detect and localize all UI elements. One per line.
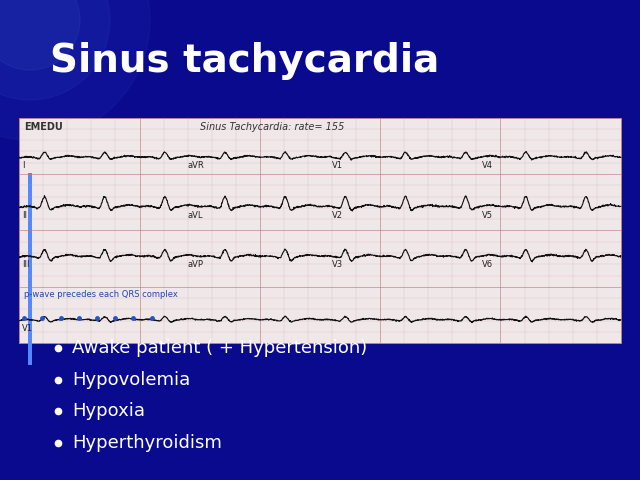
Text: V2: V2 <box>332 211 343 220</box>
Text: EMEDU: EMEDU <box>24 121 63 132</box>
Text: Hypovolemia: Hypovolemia <box>72 371 190 389</box>
Bar <box>28 173 32 365</box>
Text: V4: V4 <box>483 161 493 170</box>
Text: V1: V1 <box>22 324 33 333</box>
Text: III: III <box>22 261 29 269</box>
Bar <box>19 118 621 343</box>
Text: aVL: aVL <box>188 211 203 220</box>
Text: I: I <box>22 161 25 170</box>
Text: V3: V3 <box>332 261 343 269</box>
Text: p-wave precedes each QRS complex: p-wave precedes each QRS complex <box>24 289 178 299</box>
Text: Hypoxia: Hypoxia <box>72 402 145 420</box>
Text: Sinus Tachycardia: rate= 155: Sinus Tachycardia: rate= 155 <box>200 121 344 132</box>
Text: Awake patient ( + Hypertension): Awake patient ( + Hypertension) <box>72 339 367 357</box>
Text: V6: V6 <box>483 261 493 269</box>
Text: Hyperthyroidism: Hyperthyroidism <box>72 434 222 452</box>
Circle shape <box>0 0 150 140</box>
Text: aVR: aVR <box>188 161 204 170</box>
Text: V1: V1 <box>332 161 343 170</box>
Text: V5: V5 <box>483 211 493 220</box>
Text: aVP: aVP <box>188 261 204 269</box>
Circle shape <box>0 0 80 70</box>
Text: Sinus tachycardia: Sinus tachycardia <box>50 42 439 80</box>
Text: II: II <box>22 211 27 220</box>
Circle shape <box>0 0 110 100</box>
